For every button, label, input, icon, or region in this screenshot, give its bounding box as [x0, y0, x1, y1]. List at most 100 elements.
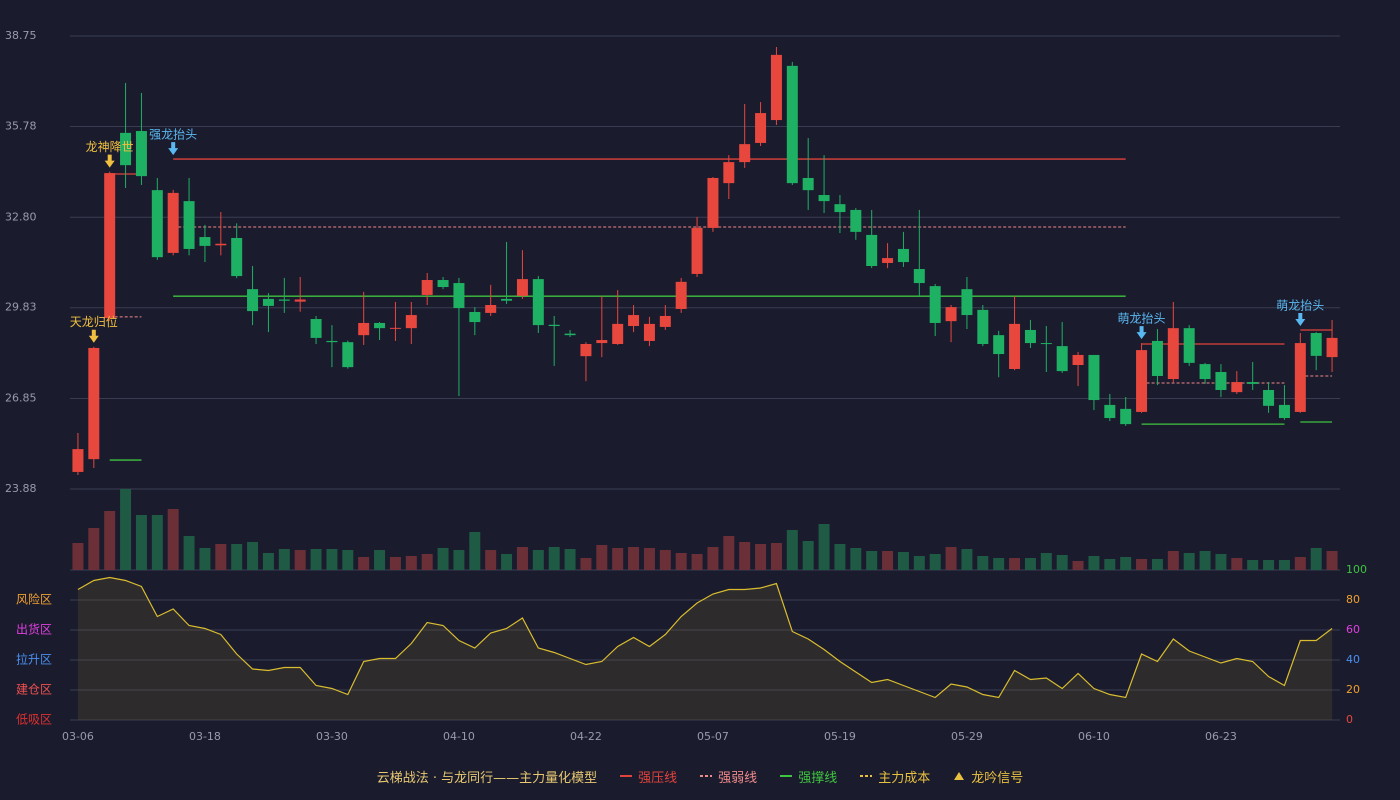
x-tick-label: 03-30 — [316, 730, 348, 743]
candle-body — [358, 322, 370, 336]
candle-body — [326, 340, 338, 343]
volume-bar — [1056, 555, 1068, 570]
candle-body — [72, 449, 84, 472]
candle-body — [88, 347, 100, 460]
signal-label: 强龙抬头 — [149, 128, 197, 142]
volume-bar — [1247, 560, 1259, 570]
volume-bar — [564, 549, 576, 570]
volume-bar — [850, 548, 862, 570]
zone-label: 出货区 — [16, 622, 52, 637]
candle-body — [580, 343, 592, 357]
legend-icon — [860, 775, 873, 777]
candle-body — [1056, 346, 1068, 372]
signal-arrow — [1295, 312, 1306, 326]
volume-bar — [501, 554, 513, 570]
candle-body — [215, 243, 227, 246]
volume-bar — [421, 554, 433, 570]
volume-bar — [405, 556, 417, 570]
candle-body — [104, 173, 116, 319]
volume-bar — [897, 552, 909, 570]
candle-body — [1120, 408, 1132, 425]
candle-body — [151, 190, 163, 258]
y-tick-label: 29.83 — [5, 301, 37, 314]
signal-label: 萌龙抬头 — [1118, 312, 1166, 326]
x-tick-label: 03-18 — [189, 730, 221, 743]
candle-body — [691, 227, 703, 274]
zone-label: 拉升区 — [16, 652, 52, 667]
signal-arrow — [168, 142, 179, 156]
volume-bar — [628, 547, 640, 570]
x-tick-label: 06-10 — [1078, 730, 1110, 743]
volume-bar — [770, 543, 782, 570]
volume-bar — [437, 548, 449, 570]
zone-label: 建仓区 — [16, 683, 52, 697]
volume-bar — [1167, 551, 1179, 570]
legend-icon — [620, 775, 633, 777]
x-tick-label: 04-22 — [570, 730, 602, 743]
legend-item: 强压线 — [619, 767, 677, 786]
y2-tick-label: 0 — [1346, 713, 1353, 726]
y2-tick-label: 100 — [1346, 563, 1367, 576]
volume-bar — [1104, 559, 1116, 570]
legend-label: 主力成本 — [878, 770, 931, 786]
volume-bar — [707, 547, 719, 570]
volume-bar — [739, 542, 751, 570]
volume-bar — [326, 549, 338, 570]
candle-body — [1199, 364, 1211, 380]
volume-bar — [1120, 557, 1132, 570]
candle-body — [1167, 328, 1179, 380]
volume-bar — [1326, 551, 1338, 570]
candle-body — [453, 283, 465, 309]
volume-bar — [1136, 559, 1148, 570]
legend-label: 强撑线 — [798, 770, 838, 786]
candle-body — [437, 280, 449, 288]
candle-body — [1151, 340, 1163, 376]
candle-body — [770, 54, 782, 121]
volume-bar — [262, 553, 274, 570]
y-tick-label: 35.78 — [5, 119, 37, 132]
volume-bar — [278, 549, 290, 570]
volume-bar — [247, 542, 259, 570]
volume-bar — [215, 544, 227, 570]
x-tick-label: 05-07 — [697, 730, 729, 743]
candle-body — [897, 248, 909, 263]
volume-bar — [913, 556, 925, 570]
candle-body — [310, 319, 322, 338]
volume-bar — [151, 515, 163, 570]
zone-label: 风险区 — [16, 592, 52, 607]
volume-bar — [723, 536, 735, 570]
candle-body — [1263, 389, 1275, 406]
volume-bar — [342, 550, 354, 570]
candle-body — [262, 298, 274, 306]
candle-body — [405, 315, 417, 329]
volume-bar — [294, 550, 306, 570]
volume-bar — [1088, 556, 1100, 570]
candle-body — [675, 281, 687, 309]
candle-body — [1024, 329, 1036, 344]
volume-bar — [755, 544, 767, 570]
legend-icon — [954, 772, 965, 780]
candle-body — [120, 132, 132, 166]
signal-arrow — [88, 329, 99, 343]
candle-body — [199, 237, 211, 246]
y-tick-label: 38.75 — [5, 29, 37, 42]
candle-body — [1009, 323, 1021, 369]
candle-body — [977, 309, 989, 344]
legend-label: 强弱线 — [718, 770, 758, 786]
volume-bar — [516, 547, 528, 570]
volume-bar — [993, 558, 1005, 570]
candle-body — [421, 280, 433, 295]
y2-tick-label: 60 — [1346, 623, 1360, 636]
candle-body — [532, 279, 544, 326]
candle-body — [882, 258, 894, 263]
volume-bar — [1215, 554, 1227, 570]
candle-body — [596, 340, 608, 344]
volume-bar — [691, 554, 703, 570]
candle-body — [564, 333, 576, 336]
volume-bar — [1278, 560, 1290, 570]
legend-item: 主力成本 — [859, 767, 930, 786]
volume-bar — [167, 509, 179, 570]
x-tick-label: 05-29 — [951, 730, 983, 743]
candle-body — [659, 315, 671, 327]
indicator-area — [77, 577, 1333, 720]
